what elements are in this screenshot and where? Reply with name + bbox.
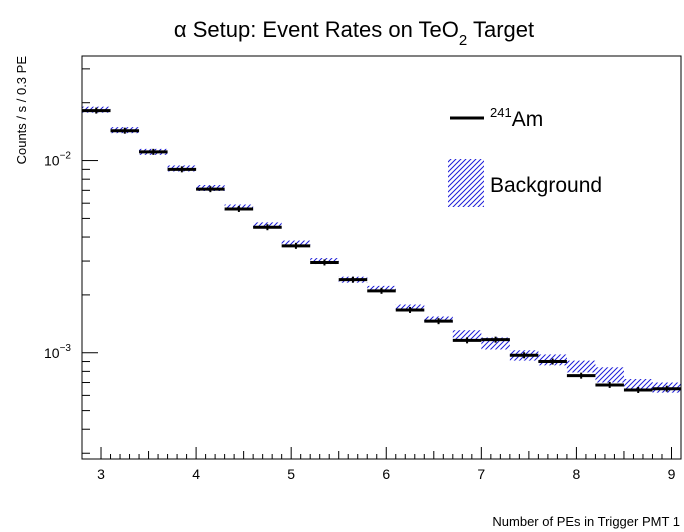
plot-frame xyxy=(81,55,682,460)
legend: 241Am Background xyxy=(448,105,602,207)
x-axis-label: Number of PEs in Trigger PMT 1 xyxy=(492,514,680,529)
legend-am-label: 241Am xyxy=(490,105,543,131)
chart-title-tail: Target xyxy=(467,17,534,42)
legend-am-sup: 241 xyxy=(490,105,512,120)
background-band-bin xyxy=(481,337,510,350)
legend-background-swatch xyxy=(448,159,484,207)
background-band-bin xyxy=(623,379,653,392)
y-tick-label: 10−3 xyxy=(44,343,71,361)
legend-background-label: Background xyxy=(490,174,602,197)
chart-title-subscript: 2 xyxy=(459,32,467,49)
chart-title-main: α Setup: Event Rates on TeO xyxy=(174,17,459,42)
legend-am-main: Am xyxy=(512,108,544,131)
x-tick-label: 4 xyxy=(192,466,200,482)
x-tick-label: 8 xyxy=(573,466,581,482)
chart-title: α Setup: Event Rates on TeO2 Target xyxy=(174,17,534,49)
background-band-bin xyxy=(566,360,596,373)
x-tick-label: 5 xyxy=(287,466,295,482)
x-tick-label: 6 xyxy=(382,466,390,482)
background-band-bin xyxy=(452,330,482,340)
y-axis-label: Counts / s / 0.3 PE xyxy=(14,56,29,165)
plot-area: 3 4 5 6 7 8 9 10−2 10−3 xyxy=(44,68,681,482)
x-tick-label: 3 xyxy=(97,466,105,482)
y-tick-label: 10−2 xyxy=(44,151,71,169)
background-band-bin xyxy=(595,367,624,383)
x-tick-label: 7 xyxy=(477,466,485,482)
x-tick-label: 9 xyxy=(668,466,676,482)
